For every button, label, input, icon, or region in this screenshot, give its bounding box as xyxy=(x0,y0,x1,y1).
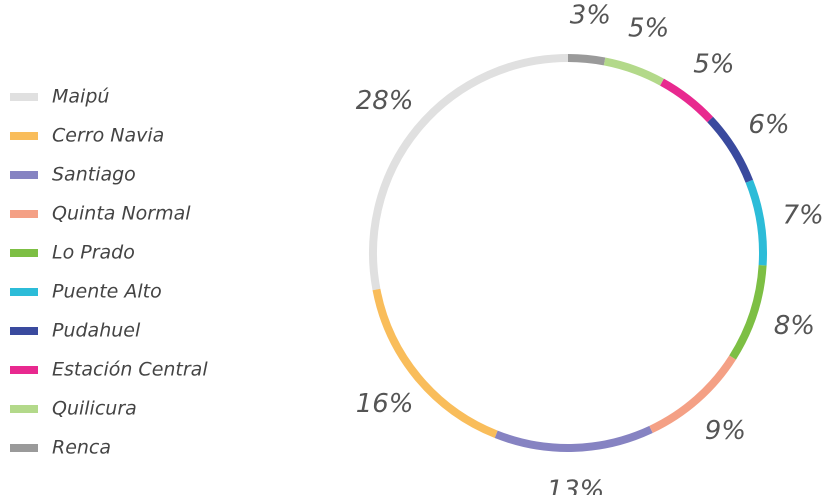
legend-swatch xyxy=(10,444,38,452)
donut-segment xyxy=(369,54,569,291)
legend-swatch xyxy=(10,171,38,179)
legend-label: Renca xyxy=(52,437,111,459)
legend-swatch xyxy=(10,288,38,296)
value-label: 9% xyxy=(705,416,746,446)
legend-swatch xyxy=(10,405,38,413)
legend-swatch xyxy=(10,366,38,374)
value-label: 13% xyxy=(547,475,605,495)
donut-segment xyxy=(649,355,737,434)
legend-label: Lo Prado xyxy=(52,242,135,264)
donut-segment xyxy=(372,288,498,439)
legend-swatch xyxy=(10,249,38,257)
donut-segment xyxy=(494,425,653,452)
legend-label: Santiago xyxy=(52,164,136,186)
legend-label: Pudahuel xyxy=(52,320,141,342)
legend-swatch xyxy=(10,132,38,140)
value-label: 5% xyxy=(693,49,734,79)
value-label: 5% xyxy=(628,14,669,44)
legend-swatch xyxy=(10,327,38,335)
value-label: 7% xyxy=(782,200,823,230)
legend-label: Cerro Navia xyxy=(52,125,164,147)
value-label: 6% xyxy=(748,110,789,140)
donut-segment xyxy=(745,179,767,266)
legend-label: Puente Alto xyxy=(52,281,162,303)
donut-segment xyxy=(659,78,714,123)
legend-swatch xyxy=(10,210,38,218)
value-label: 3% xyxy=(570,1,611,31)
legend-label: Maipú xyxy=(52,86,109,108)
legend-label: Quilicura xyxy=(52,398,137,420)
value-label: 8% xyxy=(774,311,815,341)
donut-segment xyxy=(567,54,606,66)
value-label: 16% xyxy=(356,389,414,419)
legend-swatch xyxy=(10,93,38,101)
donut-segment xyxy=(729,264,767,360)
donut-segment xyxy=(603,57,664,86)
donut-segment xyxy=(707,116,754,183)
legend-label: Estación Central xyxy=(52,359,208,381)
value-label: 28% xyxy=(356,86,414,116)
legend-label: Quinta Normal xyxy=(52,203,191,225)
